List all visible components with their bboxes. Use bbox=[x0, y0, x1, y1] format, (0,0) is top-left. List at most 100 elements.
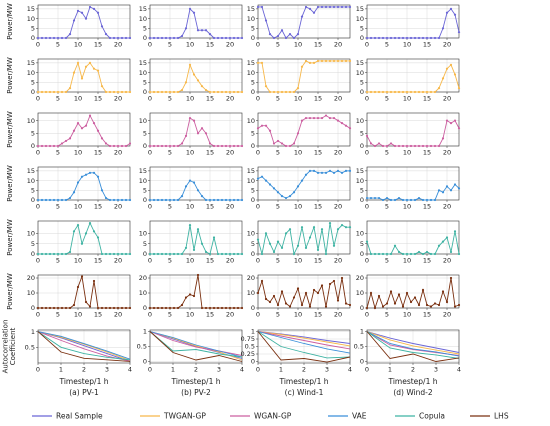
data-point bbox=[76, 122, 80, 125]
data-point bbox=[148, 252, 152, 256]
data-point bbox=[128, 90, 132, 94]
data-point bbox=[300, 65, 304, 68]
data-point bbox=[308, 305, 312, 308]
x-tick-label: 15 bbox=[423, 203, 431, 211]
x-tick-label: 0 bbox=[148, 95, 152, 103]
data-point bbox=[96, 236, 100, 239]
data-point bbox=[300, 15, 304, 18]
data-point bbox=[344, 302, 348, 305]
data-point bbox=[52, 36, 56, 40]
data-point bbox=[457, 303, 461, 307]
y-tick-label: 10 bbox=[356, 177, 364, 185]
data-point bbox=[256, 238, 260, 241]
data-point bbox=[425, 198, 429, 202]
data-point bbox=[340, 5, 344, 9]
data-point bbox=[40, 144, 44, 148]
data-point bbox=[40, 36, 44, 40]
data-point bbox=[272, 250, 276, 254]
x-tick-label: 15 bbox=[423, 257, 431, 265]
data-point bbox=[172, 198, 176, 202]
data-point bbox=[104, 33, 108, 36]
data-point bbox=[196, 79, 200, 82]
data-point bbox=[336, 59, 340, 63]
x-tick-label: 20 bbox=[114, 95, 122, 103]
data-point bbox=[216, 36, 220, 40]
data-point bbox=[272, 294, 276, 298]
data-point bbox=[180, 142, 184, 145]
data-point bbox=[204, 306, 208, 310]
data-point bbox=[228, 252, 232, 256]
data-point bbox=[409, 198, 413, 202]
y-tick-label: 15 bbox=[27, 5, 35, 13]
x-tick-label: 20 bbox=[443, 311, 451, 319]
y-tick-label: 0 bbox=[360, 304, 364, 312]
data-point bbox=[108, 198, 112, 202]
data-point bbox=[453, 13, 457, 16]
data-point bbox=[292, 36, 296, 40]
y-tick-label: 0 bbox=[360, 34, 364, 42]
data-point bbox=[264, 179, 268, 182]
data-point bbox=[128, 142, 132, 145]
data-point bbox=[457, 187, 461, 190]
x-tick-label: 15 bbox=[314, 257, 322, 265]
data-point bbox=[228, 90, 232, 94]
data-point bbox=[316, 5, 320, 9]
data-point bbox=[188, 116, 192, 120]
data-point bbox=[405, 198, 409, 202]
data-point bbox=[377, 142, 381, 145]
data-point bbox=[160, 198, 164, 202]
y-tick-label: 5 bbox=[143, 186, 147, 194]
x-tick-label: 20 bbox=[334, 311, 342, 319]
x-tick-label: 0 bbox=[365, 257, 369, 265]
data-point bbox=[56, 90, 60, 94]
data-point bbox=[48, 198, 52, 202]
y-tick-label: 0 bbox=[143, 250, 147, 258]
data-point bbox=[385, 90, 389, 94]
data-point bbox=[312, 288, 316, 292]
x-tick-label: 15 bbox=[94, 149, 102, 157]
legend-label: TWGAN-GP bbox=[163, 412, 206, 421]
x-tick-label: 10 bbox=[186, 41, 194, 49]
x-tick-label: 20 bbox=[114, 257, 122, 265]
y-tick-label: 0.5 bbox=[354, 343, 364, 351]
data-point bbox=[385, 144, 389, 148]
y-tick-label: 15 bbox=[356, 59, 364, 67]
data-point bbox=[409, 300, 413, 304]
legend-label: VAE bbox=[352, 412, 367, 421]
x-tick-label: 0 bbox=[36, 203, 40, 211]
x-tick-label: 15 bbox=[94, 257, 102, 265]
data-point bbox=[52, 144, 56, 148]
data-point bbox=[156, 252, 160, 256]
data-point bbox=[116, 144, 120, 148]
data-point bbox=[52, 198, 56, 202]
data-point bbox=[449, 7, 453, 10]
x-tick-label: 1 bbox=[279, 366, 283, 374]
panel-caption: (c) Wind-1 bbox=[285, 388, 324, 397]
data-point bbox=[389, 198, 393, 202]
data-point bbox=[441, 137, 445, 140]
series-line-twgan-gp bbox=[37, 331, 131, 361]
data-point bbox=[124, 36, 128, 40]
data-point bbox=[232, 198, 236, 202]
data-point bbox=[272, 90, 276, 94]
data-point bbox=[393, 198, 397, 202]
series-line-real-sample bbox=[366, 331, 460, 353]
y-tick-label: 5 bbox=[251, 78, 255, 86]
data-point bbox=[296, 244, 300, 247]
data-point bbox=[268, 242, 272, 245]
data-point bbox=[164, 252, 168, 256]
data-point bbox=[176, 36, 180, 40]
legend-label: Real Sample bbox=[56, 412, 103, 421]
data-point bbox=[168, 144, 172, 148]
data-point bbox=[36, 252, 40, 256]
x-tick-label: 5 bbox=[56, 203, 60, 211]
x-tick-label: 5 bbox=[385, 149, 389, 157]
data-point bbox=[369, 142, 373, 145]
data-point bbox=[296, 185, 300, 188]
data-point bbox=[64, 306, 68, 310]
x-tick-label: 4 bbox=[128, 366, 132, 374]
